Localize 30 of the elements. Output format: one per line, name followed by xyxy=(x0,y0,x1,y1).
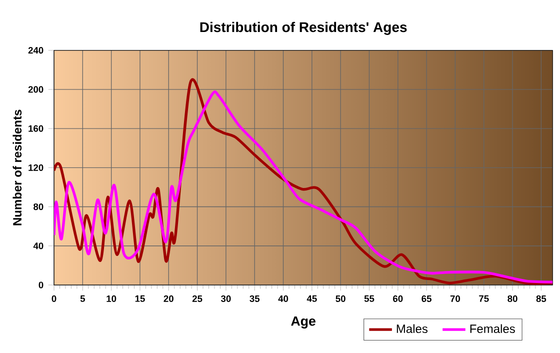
x-tick-label: 80 xyxy=(508,295,518,302)
x-tick-label: 65 xyxy=(422,295,432,302)
chart-title: Distribution of Residents' Ages xyxy=(200,22,407,35)
y-tick-label: 0 xyxy=(38,282,44,288)
y-axis-title: Number of residents xyxy=(12,110,22,226)
y-tick-label: 120 xyxy=(28,164,44,171)
x-tick-label: 55 xyxy=(364,295,374,302)
x-tick-label: 10 xyxy=(106,295,116,302)
legend-label: Males xyxy=(396,324,428,334)
x-tick-label: 15 xyxy=(135,295,145,302)
y-tick-label: 40 xyxy=(33,242,44,250)
y-tick-label: 200 xyxy=(28,86,44,93)
x-tick-label: 0 xyxy=(52,295,56,302)
x-tick-label: 30 xyxy=(220,295,231,302)
x-tick-label: 20 xyxy=(164,295,174,302)
x-tick-label: 60 xyxy=(393,295,403,302)
x-tick-label: 45 xyxy=(306,295,317,302)
y-tick-label: 160 xyxy=(28,125,44,132)
x-tick-label: 5 xyxy=(80,295,86,302)
x-axis-title: Age xyxy=(291,316,316,328)
x-tick-label: 40 xyxy=(278,295,288,302)
x-tick-label: 85 xyxy=(536,295,546,302)
y-tick-label: 80 xyxy=(34,203,44,210)
x-tick-label: 75 xyxy=(479,295,489,302)
x-tick-label: 25 xyxy=(192,295,202,302)
x-tick-label: 50 xyxy=(336,295,346,302)
y-tick-label: 240 xyxy=(28,47,44,54)
x-tick-label: 35 xyxy=(250,295,260,302)
legend-label: Females xyxy=(470,324,515,334)
x-tick-label: 70 xyxy=(450,295,460,302)
